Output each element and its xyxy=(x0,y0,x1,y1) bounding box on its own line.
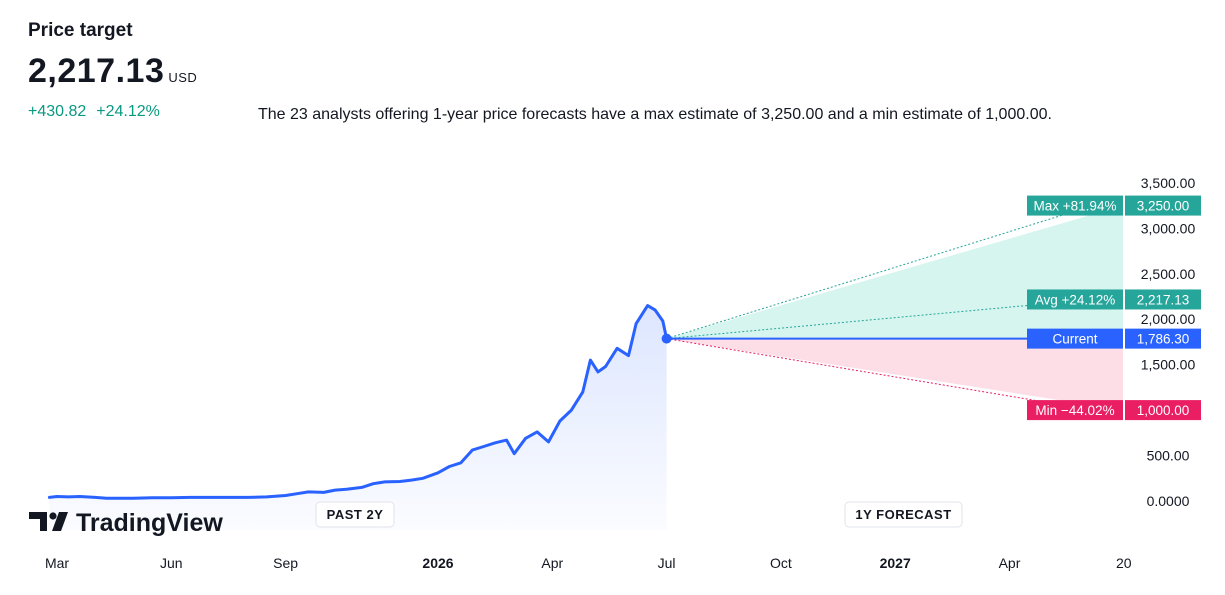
change-absolute: +430.82 xyxy=(28,103,87,120)
forecast-min-line xyxy=(666,338,1094,411)
x-tick-label: 2027 xyxy=(880,555,911,571)
forecast-avg-line xyxy=(666,298,1094,340)
forecast-max-value: 3,250.00 xyxy=(1137,199,1190,214)
forecast-avg-value: 2,217.13 xyxy=(1137,292,1190,307)
forecast-current-name-box xyxy=(1027,328,1123,349)
current-price-point xyxy=(661,333,672,344)
currency-label: USD xyxy=(168,70,198,85)
period-pill-forecast: 1Y FORECAST xyxy=(844,501,963,528)
period-label-forecast: 1Y FORECAST xyxy=(855,507,951,522)
page-title: Price target xyxy=(28,20,133,41)
y-tick-label: 3,500.00 xyxy=(1141,175,1196,191)
x-tick-label: Jul xyxy=(658,555,676,571)
price-history-area xyxy=(49,305,667,530)
forecast-avg-label: Avg +24.12% 2,217.13 xyxy=(1027,289,1201,310)
x-tick-label: Apr xyxy=(541,555,563,571)
forecast-avg-value-box xyxy=(1125,289,1201,310)
y-tick-label: 2,000.00 xyxy=(1141,311,1196,327)
forecast-max-value-box xyxy=(1125,195,1201,216)
x-tick-label: 20 xyxy=(1116,555,1132,571)
forecast-min-name-box xyxy=(1027,400,1123,421)
forecast-max-name: Max +81.94% xyxy=(1034,199,1117,214)
tradingview-mark-icon xyxy=(29,512,68,531)
price-change: +430.82 +24.12% xyxy=(28,103,160,121)
y-tick-label: 2,500.00 xyxy=(1141,266,1196,282)
tradingview-logo: TradingView xyxy=(29,509,223,537)
x-tick-label: 2026 xyxy=(422,555,453,571)
forecast-upside-area xyxy=(666,205,1123,339)
forecast-max-label: Max +81.94% 3,250.00 xyxy=(1027,195,1201,216)
forecast-max-name-box xyxy=(1027,195,1123,216)
x-tick-label: Sep xyxy=(273,555,298,571)
x-tick-label: Jun xyxy=(160,555,183,571)
forecast-description: The 23 analysts offering 1-year price fo… xyxy=(258,106,1052,123)
forecast-avg-name: Avg +24.12% xyxy=(1035,292,1115,307)
forecast-min-name: Min −44.02% xyxy=(1035,403,1114,418)
y-tick-label: 1,500.00 xyxy=(1141,357,1196,373)
forecast-current-value-box xyxy=(1125,328,1201,349)
forecast-current-label: Current 1,786.30 xyxy=(1027,328,1201,349)
period-pill-past: PAST 2Y xyxy=(315,501,395,528)
price-value: 2,217.13 xyxy=(28,52,165,90)
forecast-min-label: Min −44.02% 1,000.00 xyxy=(1027,400,1201,421)
forecast-avg-name-box xyxy=(1027,289,1123,310)
forecast-max-line xyxy=(666,205,1094,340)
y-tick-label: 3,000.00 xyxy=(1141,220,1196,236)
price-history-line xyxy=(47,304,669,500)
y-tick-label: 0.0000 xyxy=(1147,493,1190,509)
forecast-min-value: 1,000.00 xyxy=(1137,403,1190,418)
period-label-past: PAST 2Y xyxy=(327,507,384,522)
forecast-current-name: Current xyxy=(1052,332,1097,347)
forecast-downside-area xyxy=(666,338,1123,411)
x-tick-label: Mar xyxy=(45,555,69,571)
y-tick-label: 500.00 xyxy=(1147,448,1190,464)
change-percent: +24.12% xyxy=(96,103,160,120)
logo-text: TradingView xyxy=(76,509,223,537)
x-tick-label: Apr xyxy=(999,555,1021,571)
x-tick-label: Oct xyxy=(770,555,792,571)
price-target-value: 2,217.13 USD xyxy=(28,52,197,91)
forecast-min-value-box xyxy=(1125,400,1201,421)
forecast-current-value: 1,786.30 xyxy=(1137,332,1190,347)
